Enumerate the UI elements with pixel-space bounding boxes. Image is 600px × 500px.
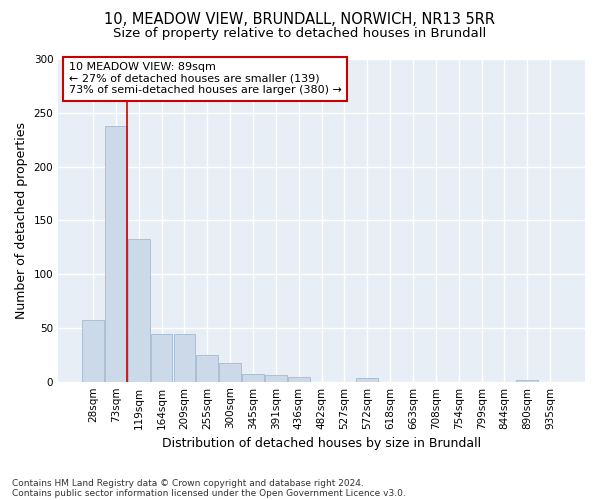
Bar [151, 334, 172, 382]
Bar [105, 126, 127, 382]
Text: Contains HM Land Registry data © Crown copyright and database right 2024.: Contains HM Land Registry data © Crown c… [12, 478, 364, 488]
Y-axis label: Number of detached properties: Number of detached properties [15, 122, 28, 319]
Text: 10 MEADOW VIEW: 89sqm
← 27% of detached houses are smaller (139)
73% of semi-det: 10 MEADOW VIEW: 89sqm ← 27% of detached … [69, 62, 341, 96]
Bar [219, 364, 241, 382]
Text: 10, MEADOW VIEW, BRUNDALL, NORWICH, NR13 5RR: 10, MEADOW VIEW, BRUNDALL, NORWICH, NR13… [104, 12, 496, 28]
Bar [82, 320, 104, 382]
Bar [517, 380, 538, 382]
Bar [242, 374, 264, 382]
Bar [265, 375, 287, 382]
Text: Size of property relative to detached houses in Brundall: Size of property relative to detached ho… [113, 28, 487, 40]
Bar [288, 378, 310, 382]
X-axis label: Distribution of detached houses by size in Brundall: Distribution of detached houses by size … [162, 437, 481, 450]
Bar [128, 238, 149, 382]
Bar [196, 355, 218, 382]
Bar [356, 378, 378, 382]
Bar [173, 334, 195, 382]
Text: Contains public sector information licensed under the Open Government Licence v3: Contains public sector information licen… [12, 488, 406, 498]
